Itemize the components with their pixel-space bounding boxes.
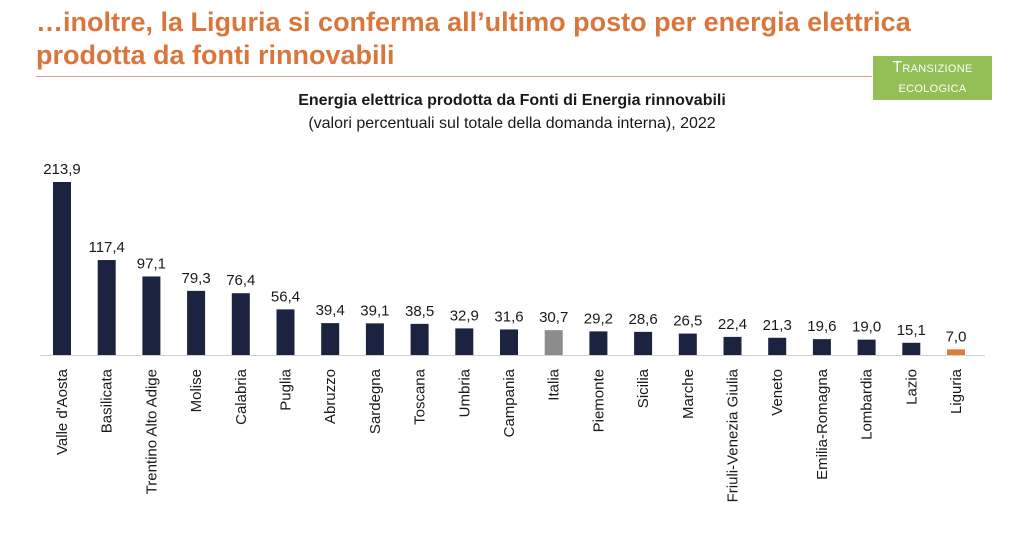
value-label-basilicata: 117,4 xyxy=(88,239,124,256)
category-label-veneto: Veneto xyxy=(769,369,786,416)
category-label-calabria: Calabria xyxy=(233,368,250,425)
value-label-calabria: 76,4 xyxy=(226,272,255,289)
category-label-molise: Molise xyxy=(188,369,205,412)
bar-liguria xyxy=(947,349,965,355)
bar-emilia-romagna xyxy=(812,339,831,355)
value-label-emilia-romagna: 19,6 xyxy=(807,318,836,335)
category-label-puglia: Puglia xyxy=(278,368,295,410)
value-label-molise: 79,3 xyxy=(181,270,210,287)
category-label-campania: Campania xyxy=(501,368,518,437)
bar-calabria xyxy=(231,293,250,355)
bar-valle-d-aosta xyxy=(53,182,71,355)
category-label-lazio: Lazio xyxy=(903,369,920,405)
value-label-piemonte: 29,2 xyxy=(584,310,613,327)
bar-marche xyxy=(678,333,697,355)
bar-molise xyxy=(187,290,206,355)
bars-group xyxy=(53,182,965,355)
category-label-sardegna: Sardegna xyxy=(367,368,384,434)
bar-puglia xyxy=(276,309,295,355)
value-label-friuli-venezia-giulia: 22,4 xyxy=(718,316,747,333)
value-label-marche: 26,5 xyxy=(673,313,702,330)
chart-title: Energia elettrica prodotta da Fonti di E… xyxy=(298,92,726,109)
bar-friuli-venezia-giulia xyxy=(723,336,742,355)
bar-veneto xyxy=(768,337,787,355)
category-label-marche: Marche xyxy=(680,369,697,419)
bar-lombardia xyxy=(857,339,876,355)
bar-sardegna xyxy=(365,323,384,355)
bar-sicilia xyxy=(634,331,653,355)
value-label-sardegna: 39,1 xyxy=(360,302,389,319)
value-label-puglia: 56,4 xyxy=(271,288,300,305)
bar-lazio xyxy=(902,342,921,355)
category-label-basilicata: Basilicata xyxy=(99,368,116,433)
category-label-umbria: Umbria xyxy=(456,368,473,417)
category-label-liguria: Liguria xyxy=(948,368,965,414)
bar-umbria xyxy=(455,328,474,355)
section-tag: Transizione ecologica xyxy=(873,56,992,100)
bar-abruzzo xyxy=(321,323,340,355)
value-label-campania: 31,6 xyxy=(494,308,523,325)
category-label-toscana: Toscana xyxy=(412,368,429,425)
value-label-veneto: 21,3 xyxy=(763,317,792,334)
value-label-umbria: 32,9 xyxy=(450,307,479,324)
section-tag-line2: ecologica xyxy=(898,79,967,96)
headline: …inoltre, la Liguria si conferma all’ult… xyxy=(36,7,911,70)
value-label-toscana: 38,5 xyxy=(405,303,434,320)
bar-campania xyxy=(500,329,518,355)
category-labels-group: Valle d'Aosta Basilicata Trentino Alto Adi… xyxy=(54,368,965,502)
category-label-sicilia: Sicilia xyxy=(635,368,652,408)
category-label-italia: Italia xyxy=(546,368,563,400)
category-label-friuli-venezia-giulia: Friuli-Venezia Giulia xyxy=(725,368,742,502)
value-label-abruzzo: 39,4 xyxy=(316,302,345,319)
value-label-trentino-alto-adige: 97,1 xyxy=(137,255,166,272)
bar-toscana xyxy=(410,323,429,355)
bar-trentino-alto-adige xyxy=(142,276,161,355)
category-label-valle-d-aosta: Valle d'Aosta xyxy=(54,368,71,455)
category-label-trentino-alto-adige: Trentino Alto Adige xyxy=(143,369,160,494)
category-label-emilia-romagna: Emilia-Romagna xyxy=(814,368,831,480)
headline-rule xyxy=(36,76,872,77)
value-label-liguria: 7,0 xyxy=(946,328,967,345)
value-label-italia: 30,7 xyxy=(539,309,568,326)
value-label-lombardia: 19,0 xyxy=(852,319,881,336)
category-label-abruzzo: Abruzzo xyxy=(322,369,339,424)
value-label-valle-d-aosta: 213,9 xyxy=(43,161,81,178)
bar-italia xyxy=(544,330,563,355)
bar-basilicata xyxy=(97,260,116,355)
value-label-sicilia: 28,6 xyxy=(628,311,657,328)
value-labels-group: 213,9 117,4 97,1 79,3 76,4 56,4 39,4 39,1 38,5 32… xyxy=(43,161,966,345)
category-label-lombardia: Lombardia xyxy=(859,368,876,440)
chart-subtitle: (valori percentuali sul totale della dom… xyxy=(308,115,716,132)
value-label-lazio: 15,1 xyxy=(897,322,926,339)
category-label-piemonte: Piemonte xyxy=(590,369,607,432)
section-tag-line1: Transizione xyxy=(892,59,973,76)
bar-piemonte xyxy=(589,331,608,355)
